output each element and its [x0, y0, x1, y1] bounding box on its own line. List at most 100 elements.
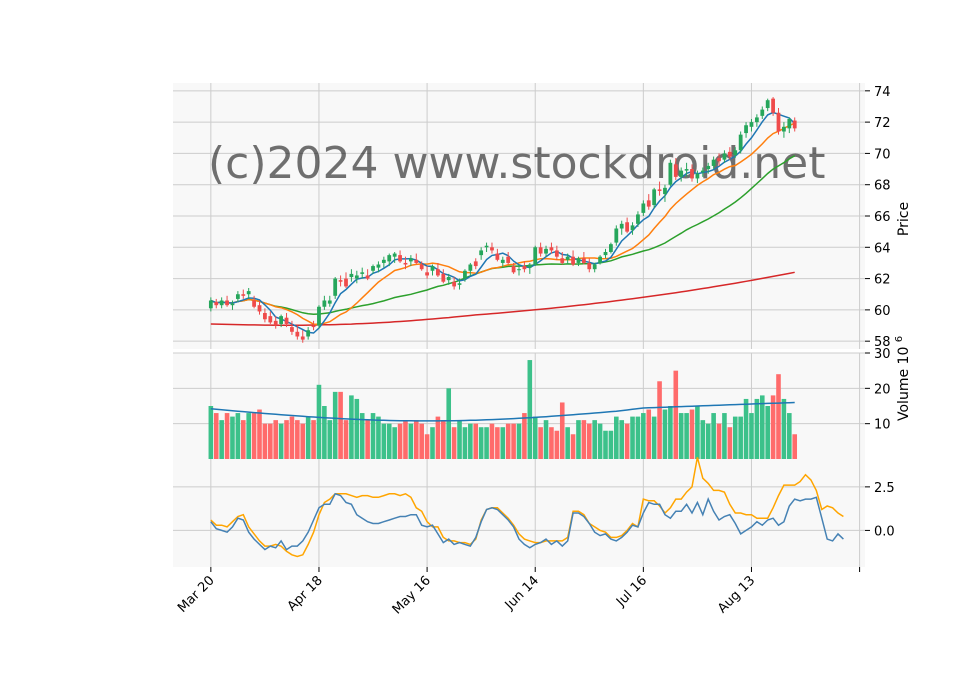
candle-down	[225, 300, 229, 306]
candle-up	[235, 294, 240, 299]
volume-bar	[403, 420, 408, 459]
volume-bar	[430, 427, 435, 459]
volume-axis-label-text: Volume	[896, 369, 912, 421]
candle-up	[754, 117, 759, 123]
volume-bar	[668, 406, 673, 459]
volume-bar	[505, 423, 511, 459]
volume-bar	[478, 427, 484, 459]
volume-bar	[419, 423, 424, 459]
volume-bar	[743, 398, 749, 459]
volume-bar	[262, 423, 268, 459]
volume-bar	[711, 413, 716, 459]
candle-down	[792, 120, 797, 129]
volume-bar	[224, 413, 230, 459]
volume-bar	[441, 420, 446, 459]
volume-bar	[722, 413, 727, 459]
volume-bar	[603, 430, 608, 459]
volume-bar	[208, 406, 214, 459]
price-tick-label: 62	[874, 273, 891, 288]
volume-bar	[495, 427, 500, 459]
candle-down	[452, 281, 457, 287]
volume-bar	[754, 398, 760, 459]
volume-bar	[392, 427, 397, 459]
volume-bar	[624, 423, 630, 459]
candle-down	[398, 255, 402, 262]
volume-bar	[365, 420, 370, 459]
volume-bar	[327, 420, 333, 459]
candle-up	[430, 266, 435, 271]
candle-down	[311, 325, 316, 328]
candle-up	[479, 250, 484, 256]
candle-up	[722, 153, 727, 160]
volume-bar	[381, 423, 387, 459]
candle-up	[636, 214, 640, 224]
volume-bar	[765, 406, 770, 459]
candle-up	[484, 245, 489, 248]
price-tick-label: 68	[874, 179, 891, 194]
candle-down	[587, 262, 592, 270]
candle-down	[214, 302, 219, 306]
candle-down	[554, 250, 559, 257]
volume-bar	[273, 420, 279, 459]
candle-up	[527, 264, 532, 268]
volume-bar	[678, 413, 684, 459]
x-tick-label: Jun 14	[502, 573, 542, 613]
candle-up	[733, 150, 738, 155]
candle-up	[695, 173, 700, 179]
candle-down	[581, 258, 586, 263]
x-tick-label: Mar 20	[175, 573, 218, 616]
price-tick-label: 70	[874, 147, 891, 162]
volume-bar	[424, 434, 430, 459]
candle-down	[646, 200, 651, 207]
volume-bar	[408, 423, 414, 459]
volume-bar	[522, 413, 527, 459]
volume-bar	[257, 409, 262, 459]
candle-up	[230, 303, 235, 306]
volume-bar	[311, 420, 316, 459]
volume-bar	[289, 416, 295, 459]
volume-bar	[608, 430, 614, 459]
volume-bar	[586, 423, 592, 459]
volume-bar	[435, 416, 441, 459]
volume-bar	[630, 416, 635, 459]
candle-up	[619, 223, 624, 229]
volume-layer	[208, 360, 798, 459]
candle-down	[344, 278, 348, 287]
volume-bar	[787, 413, 792, 459]
volume-bar	[397, 423, 403, 459]
candle-down	[511, 266, 516, 273]
volume-bar	[543, 420, 549, 459]
candle-up	[782, 126, 786, 132]
candle-down	[257, 305, 262, 312]
candle-down	[473, 261, 478, 267]
volume-bar	[614, 416, 619, 459]
candle-down	[403, 262, 408, 265]
candle-up	[376, 264, 381, 268]
volume-bar	[565, 427, 570, 459]
oscillator-line	[210, 492, 844, 551]
volume-bar	[716, 423, 722, 459]
volume-bar	[300, 423, 306, 459]
volume-bar	[527, 360, 533, 459]
candle-up	[598, 256, 602, 263]
volume-tick-label: 10	[874, 418, 891, 433]
volume-bar	[354, 398, 360, 459]
candle-down	[776, 112, 781, 132]
oscillator-tick-label: 0.0	[874, 524, 895, 539]
candle-down	[284, 317, 289, 324]
candle-up	[603, 251, 608, 256]
volume-bar	[673, 370, 679, 459]
candle-up	[208, 300, 213, 309]
price-tick-label: 58	[874, 335, 891, 350]
candle-up	[592, 264, 597, 270]
candle-up	[749, 122, 754, 127]
candle-down	[771, 98, 775, 113]
volume-bar	[295, 420, 300, 459]
candle-up	[738, 134, 743, 151]
candle-up	[468, 264, 473, 271]
volume-bar	[451, 427, 457, 459]
volume-tick-label: 20	[874, 382, 891, 397]
volume-bar	[376, 416, 381, 459]
volume-bar	[305, 416, 311, 459]
volume-tick-label: 30	[874, 347, 891, 362]
